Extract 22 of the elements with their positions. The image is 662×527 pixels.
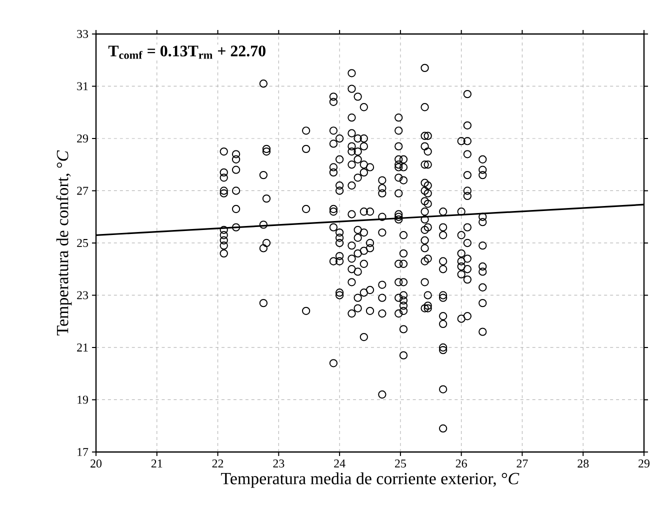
y-tick-label: 25 [77,238,88,247]
x-tick-label: 28 [578,459,589,468]
y-tick-label: 21 [77,344,88,352]
x-tick-label: 23 [273,459,284,468]
y-tick-label: 19 [78,396,88,404]
y-tick-label: 27 [77,186,88,195]
x-tick-label: 26 [456,459,467,468]
y-tick-label: 17 [78,448,88,456]
y-tick-label: 29 [77,134,88,142]
y-tick-label: 31 [77,82,88,90]
x-tick-label: 22 [212,459,224,468]
annotation: T$_{comf}$ = 0.13T$_{rm}$ + 22.70 [108,46,266,59]
y-axis-title: Temperatura de confort, °C [56,150,72,336]
x-tick-label: 27 [516,459,528,468]
x-tick-label: 20 [90,459,102,468]
y-tick-label: 23 [77,291,88,300]
x-tick-label: 24 [334,459,346,468]
x-tick-label: 21 [151,459,162,468]
x-tick-label: 29 [638,459,650,468]
x-axis-title: Temperatura media de corriente exterior, °C [221,472,520,488]
y-tick-label: 33 [77,30,88,38]
x-tick-label: 25 [395,459,406,468]
